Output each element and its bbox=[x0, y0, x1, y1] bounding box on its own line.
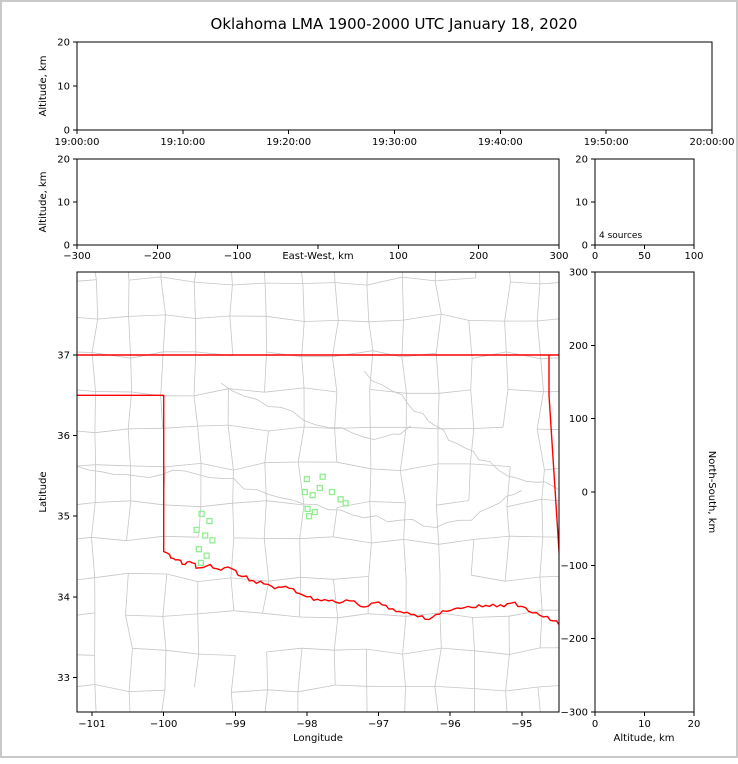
tick-label: 100 bbox=[684, 251, 703, 262]
lma-station-marker bbox=[196, 547, 201, 552]
map-content bbox=[56, 240, 579, 731]
tick-label: 0 bbox=[64, 241, 70, 252]
tick-label: 19:10:00 bbox=[160, 137, 205, 148]
lma-station-marker bbox=[312, 510, 317, 515]
time-altitude-panel: 19:00:00 19:10:00 19:20:00 19:30:00 19:40:00… bbox=[55, 38, 735, 149]
county-boundaries bbox=[56, 240, 579, 731]
ew-panel-xlabel: East-West, km bbox=[282, 251, 353, 262]
lma-station-marker bbox=[204, 553, 209, 558]
lma-stations bbox=[194, 474, 348, 565]
time-panel-ylabel: Altitude, km bbox=[38, 56, 49, 117]
lma-station-marker bbox=[203, 533, 208, 538]
ew-altitude-panel: −300 −200 −100 100 200 300 0 10 20 bbox=[57, 155, 568, 263]
tick-label: −200 bbox=[561, 634, 588, 645]
lma-station-marker bbox=[320, 474, 325, 479]
lma-station-marker bbox=[317, 486, 322, 491]
figure-title: Oklahoma LMA 1900-2000 UTC January 18, 2… bbox=[211, 15, 578, 33]
ns-panel-xlabel: Altitude, km bbox=[614, 733, 675, 744]
ns-altitude-panel: 0 10 20 300 200 100 0 −100 −200 −300 bbox=[561, 268, 701, 731]
tick-label: 0 bbox=[582, 488, 588, 499]
tick-label: 100 bbox=[569, 414, 588, 425]
tick-label: 10 bbox=[638, 719, 651, 730]
tick-label: −100 bbox=[224, 251, 251, 262]
tick-label: 19:30:00 bbox=[372, 137, 417, 148]
tick-label: 100 bbox=[389, 251, 408, 262]
lma-station-marker bbox=[307, 514, 312, 519]
tick-label: 300 bbox=[549, 251, 568, 262]
lma-station-marker bbox=[330, 490, 335, 495]
tick-label: 20:00:00 bbox=[690, 137, 735, 148]
map-panel: −101 −100 −99 −98 −97 −96 −95 33 34 35 36 37 bbox=[56, 240, 579, 731]
lma-station-marker bbox=[210, 538, 215, 543]
histogram-annotation: 4 sources bbox=[599, 231, 642, 241]
tick-label: 34 bbox=[57, 592, 70, 603]
tick-label: 0 bbox=[592, 251, 598, 262]
tick-label: 0 bbox=[64, 126, 70, 137]
tick-label: −95 bbox=[511, 719, 532, 730]
tick-label: 0 bbox=[592, 719, 598, 730]
lma-station-marker bbox=[310, 493, 315, 498]
tick-label: 19:50:00 bbox=[584, 137, 629, 148]
tick-label: −97 bbox=[368, 719, 389, 730]
state-border bbox=[77, 355, 563, 624]
tick-label: 33 bbox=[57, 673, 70, 684]
lma-station-marker bbox=[304, 477, 309, 482]
tick-label: −98 bbox=[296, 719, 317, 730]
tick-label: 20 bbox=[688, 719, 701, 730]
tick-label: 20 bbox=[57, 155, 70, 166]
tick-label: 20 bbox=[57, 38, 70, 49]
tick-label: −100 bbox=[150, 719, 177, 730]
tick-label: 10 bbox=[57, 198, 70, 209]
generated-panels: 19:00:00 19:10:00 19:20:00 19:30:00 19:40:00… bbox=[55, 38, 735, 731]
tick-label: 19:00:00 bbox=[55, 137, 100, 148]
tick-label: 0 bbox=[582, 241, 588, 252]
tick-label: −100 bbox=[561, 561, 588, 572]
lma-station-marker bbox=[207, 519, 212, 524]
tick-label: −96 bbox=[440, 719, 461, 730]
tick-label: 20 bbox=[575, 155, 588, 166]
ns-panel-ylabel: North-South, km bbox=[706, 451, 717, 534]
tick-label: −101 bbox=[78, 719, 105, 730]
tick-label: 10 bbox=[575, 198, 588, 209]
map-xlabel: Longitude bbox=[293, 733, 343, 744]
map-ylabel: Latitude bbox=[38, 471, 49, 512]
lma-station-marker bbox=[338, 497, 343, 502]
ew-panel-ylabel: Altitude, km bbox=[38, 172, 49, 233]
tick-label: 19:20:00 bbox=[266, 137, 311, 148]
tick-label: 36 bbox=[57, 431, 70, 442]
tick-label: 10 bbox=[57, 82, 70, 93]
tick-label: −99 bbox=[225, 719, 246, 730]
tick-label: 37 bbox=[57, 351, 70, 362]
tick-label: 300 bbox=[569, 268, 588, 279]
lma-station-marker bbox=[343, 501, 348, 506]
tick-label: 200 bbox=[469, 251, 488, 262]
lma-station-marker bbox=[305, 506, 310, 511]
histogram-panel: 0 50 100 0 10 20 bbox=[575, 155, 703, 263]
tick-label: −300 bbox=[63, 251, 90, 262]
lma-station-marker bbox=[302, 490, 307, 495]
tick-label: −200 bbox=[144, 251, 171, 262]
lma-station-marker bbox=[198, 560, 203, 565]
tick-label: 200 bbox=[569, 341, 588, 352]
lma-station-marker bbox=[194, 527, 199, 532]
tick-label: −300 bbox=[561, 708, 588, 719]
tick-label: 19:40:00 bbox=[478, 137, 523, 148]
tick-label: 35 bbox=[57, 512, 70, 523]
tick-label: 50 bbox=[638, 251, 651, 262]
